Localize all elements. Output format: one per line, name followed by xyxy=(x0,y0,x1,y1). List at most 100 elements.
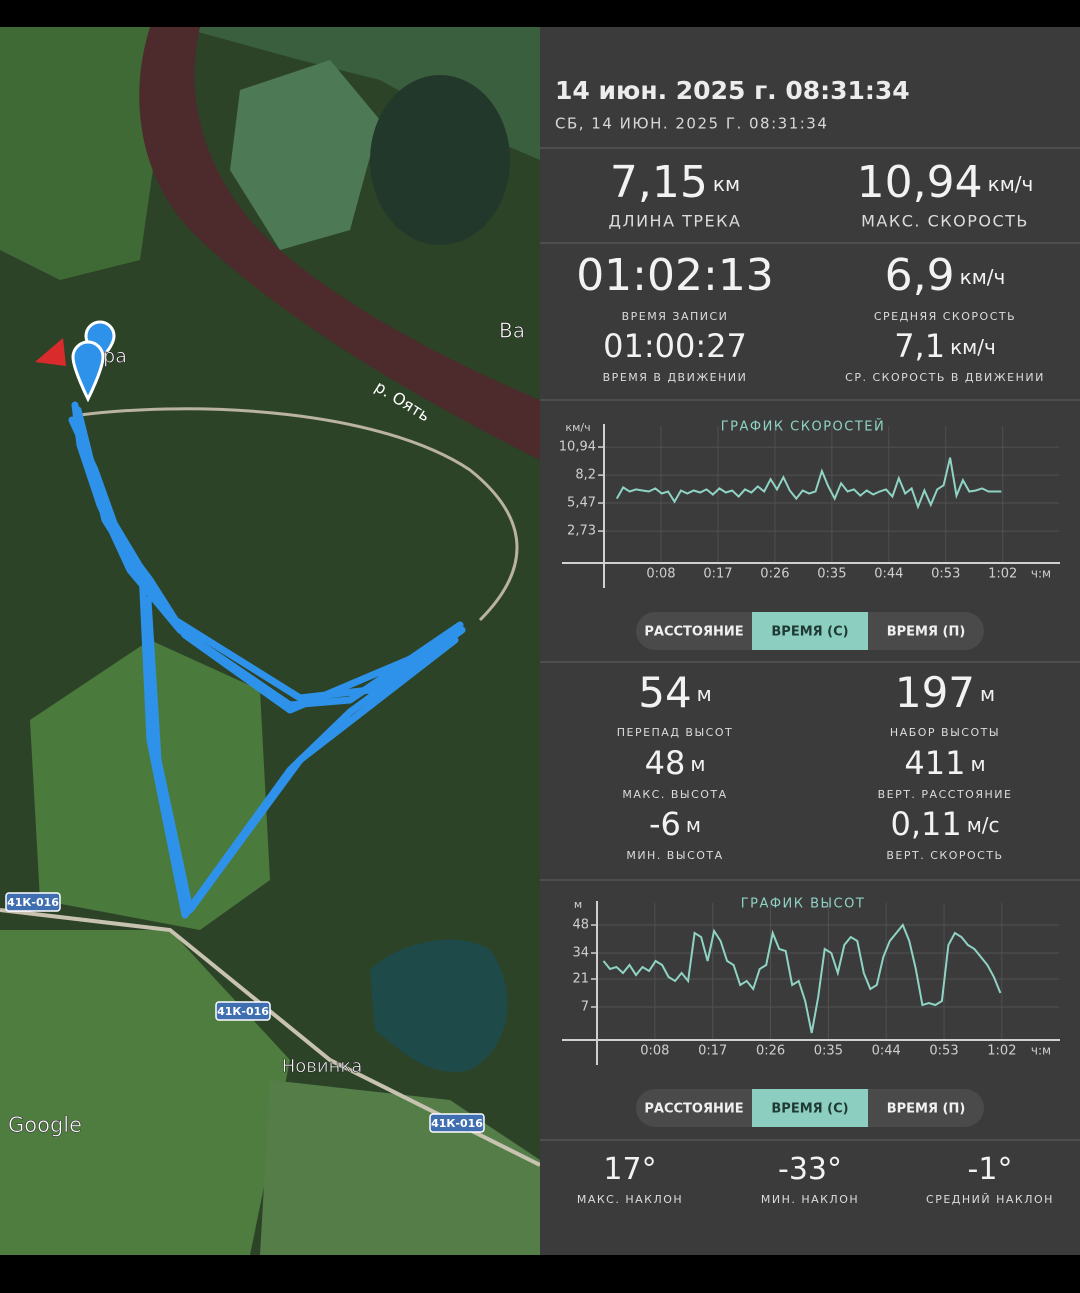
value: 01:00:27 xyxy=(603,327,747,365)
place-label: Новинка xyxy=(282,1056,363,1077)
tab[interactable]: ВРЕМЯ (П) xyxy=(887,1102,966,1117)
stat-label: МАКС. НАКЛОН xyxy=(577,1193,683,1206)
stat-label: ВЕРТ. СКОРОСТЬ xyxy=(886,849,1003,862)
stat-value: 01:00:27 xyxy=(603,327,747,365)
data-line xyxy=(602,923,1002,1034)
tab[interactable]: ВРЕМЯ (С) xyxy=(771,625,848,640)
value: 411 xyxy=(904,744,965,782)
stat-label: НАБОР ВЫСОТЫ xyxy=(890,726,1000,739)
value: 6,9 xyxy=(885,250,955,301)
tab[interactable]: РАССТОЯНИЕ xyxy=(644,625,743,640)
field xyxy=(30,640,270,930)
road-shield-label: 41К-016 xyxy=(217,1005,269,1018)
map[interactable] xyxy=(0,27,541,1255)
stat-value: 48 м xyxy=(645,744,706,782)
unit: м xyxy=(690,752,705,776)
y-axis-unit: км/ч xyxy=(565,421,590,434)
road-shield-label: 41К-016 xyxy=(431,1117,483,1130)
stat-label: ВЕРТ. РАССТОЯНИЕ xyxy=(878,788,1013,801)
unit: м xyxy=(686,813,701,837)
stat-value: 6,9 км/ч xyxy=(885,250,1006,301)
dividers xyxy=(540,147,1080,1141)
field xyxy=(180,27,540,160)
unit: м/с xyxy=(967,813,1000,837)
y-tick-label: 34 xyxy=(572,946,589,961)
stat-value: 411 м xyxy=(904,744,985,782)
value: -33° xyxy=(778,1152,842,1187)
x-tick-label: 0:35 xyxy=(817,567,846,582)
road xyxy=(79,407,519,622)
x-tick-label: 0:35 xyxy=(814,1044,843,1059)
track-segment xyxy=(71,401,464,709)
map-attribution: Google xyxy=(8,1113,82,1137)
value: 48 xyxy=(645,744,686,782)
stat-label: ВРЕМЯ ЗАПИСИ xyxy=(622,310,729,323)
value: 197 xyxy=(895,668,975,717)
place-label: Ва xyxy=(499,319,525,343)
unit: км xyxy=(713,172,740,196)
river xyxy=(139,27,541,460)
data-line xyxy=(615,457,1002,510)
record-title: 14 июн. 2025 г. 08:31:34 xyxy=(555,76,910,105)
x-tick-label: 0:17 xyxy=(703,567,732,582)
y-tick-label: 7 xyxy=(581,1000,589,1015)
lake xyxy=(370,939,508,1072)
value: 10,94 xyxy=(857,157,983,208)
value: 54 xyxy=(638,668,691,717)
x-tick-label: 1:02 xyxy=(987,1044,1016,1059)
value: 01:02:13 xyxy=(576,250,774,301)
value: 7,15 xyxy=(610,157,708,208)
value: 17° xyxy=(603,1152,656,1187)
chart-title: ГРАФИК ВЫСОТ xyxy=(741,897,866,912)
stat-label: СРЕДНИЙ НАКЛОН xyxy=(926,1193,1054,1206)
road xyxy=(0,908,541,1167)
y-axis-unit: м xyxy=(574,898,582,911)
road-shield xyxy=(429,1113,485,1133)
stat-value: 7,15 км xyxy=(610,157,740,208)
place-label: ра xyxy=(103,346,127,368)
stat-value: 01:02:13 xyxy=(576,250,774,301)
stat-label: СРЕДНЯЯ СКОРОСТЬ xyxy=(874,310,1016,323)
x-tick-label: 0:53 xyxy=(929,1044,958,1059)
chart-title: ГРАФИК СКОРОСТЕЙ xyxy=(721,419,886,435)
x-tick-label: 0:17 xyxy=(698,1044,727,1059)
road-shield xyxy=(5,892,61,912)
stat-value: 54 м xyxy=(638,668,712,717)
tab-selected xyxy=(752,1089,868,1127)
stat-label: ПЕРЕПАД ВЫСОТ xyxy=(617,726,734,739)
track-segment xyxy=(68,416,459,914)
value: -6 xyxy=(649,805,681,843)
unit: км/ч xyxy=(950,335,996,359)
y-tick-label: 5,47 xyxy=(567,496,596,511)
stat-value: 0,11 м/с xyxy=(890,805,999,843)
stat-value: 17° xyxy=(603,1152,656,1187)
road-shield xyxy=(215,1001,271,1021)
y-tick-label: 2,73 xyxy=(567,524,596,539)
stat-value: 197 м xyxy=(895,668,995,717)
unit: км/ч xyxy=(960,265,1006,289)
stat-label: МАКС. СКОРОСТЬ xyxy=(861,212,1029,231)
value: 0,11 xyxy=(890,805,961,843)
unit: м xyxy=(970,752,985,776)
tab[interactable]: ВРЕМЯ (С) xyxy=(771,1102,848,1117)
stat-label: МИН. НАКЛОН xyxy=(761,1193,859,1206)
value: -1° xyxy=(968,1152,1013,1187)
tab[interactable]: РАССТОЯНИЕ xyxy=(644,1102,743,1117)
road-shield-label: 41К-016 xyxy=(7,896,59,909)
y-tick-label: 10,94 xyxy=(559,440,596,455)
y-tick-label: 8,2 xyxy=(575,468,596,483)
start-pin xyxy=(71,340,105,403)
x-tick-label: 0:08 xyxy=(646,567,675,582)
y-tick-label: 21 xyxy=(572,972,589,987)
meadow xyxy=(230,60,380,250)
stat-label: МАКС. ВЫСОТА xyxy=(622,788,727,801)
x-tick-label: 0:44 xyxy=(872,1044,901,1059)
unit: м xyxy=(697,682,712,706)
stat-label: МИН. ВЫСОТА xyxy=(626,849,723,862)
record-subtitle: СБ, 14 ИЮН. 2025 Г. 08:31:34 xyxy=(555,115,828,133)
x-tick-label: 0:08 xyxy=(640,1044,669,1059)
tab[interactable]: ВРЕМЯ (П) xyxy=(887,625,966,640)
unit: м xyxy=(980,682,995,706)
